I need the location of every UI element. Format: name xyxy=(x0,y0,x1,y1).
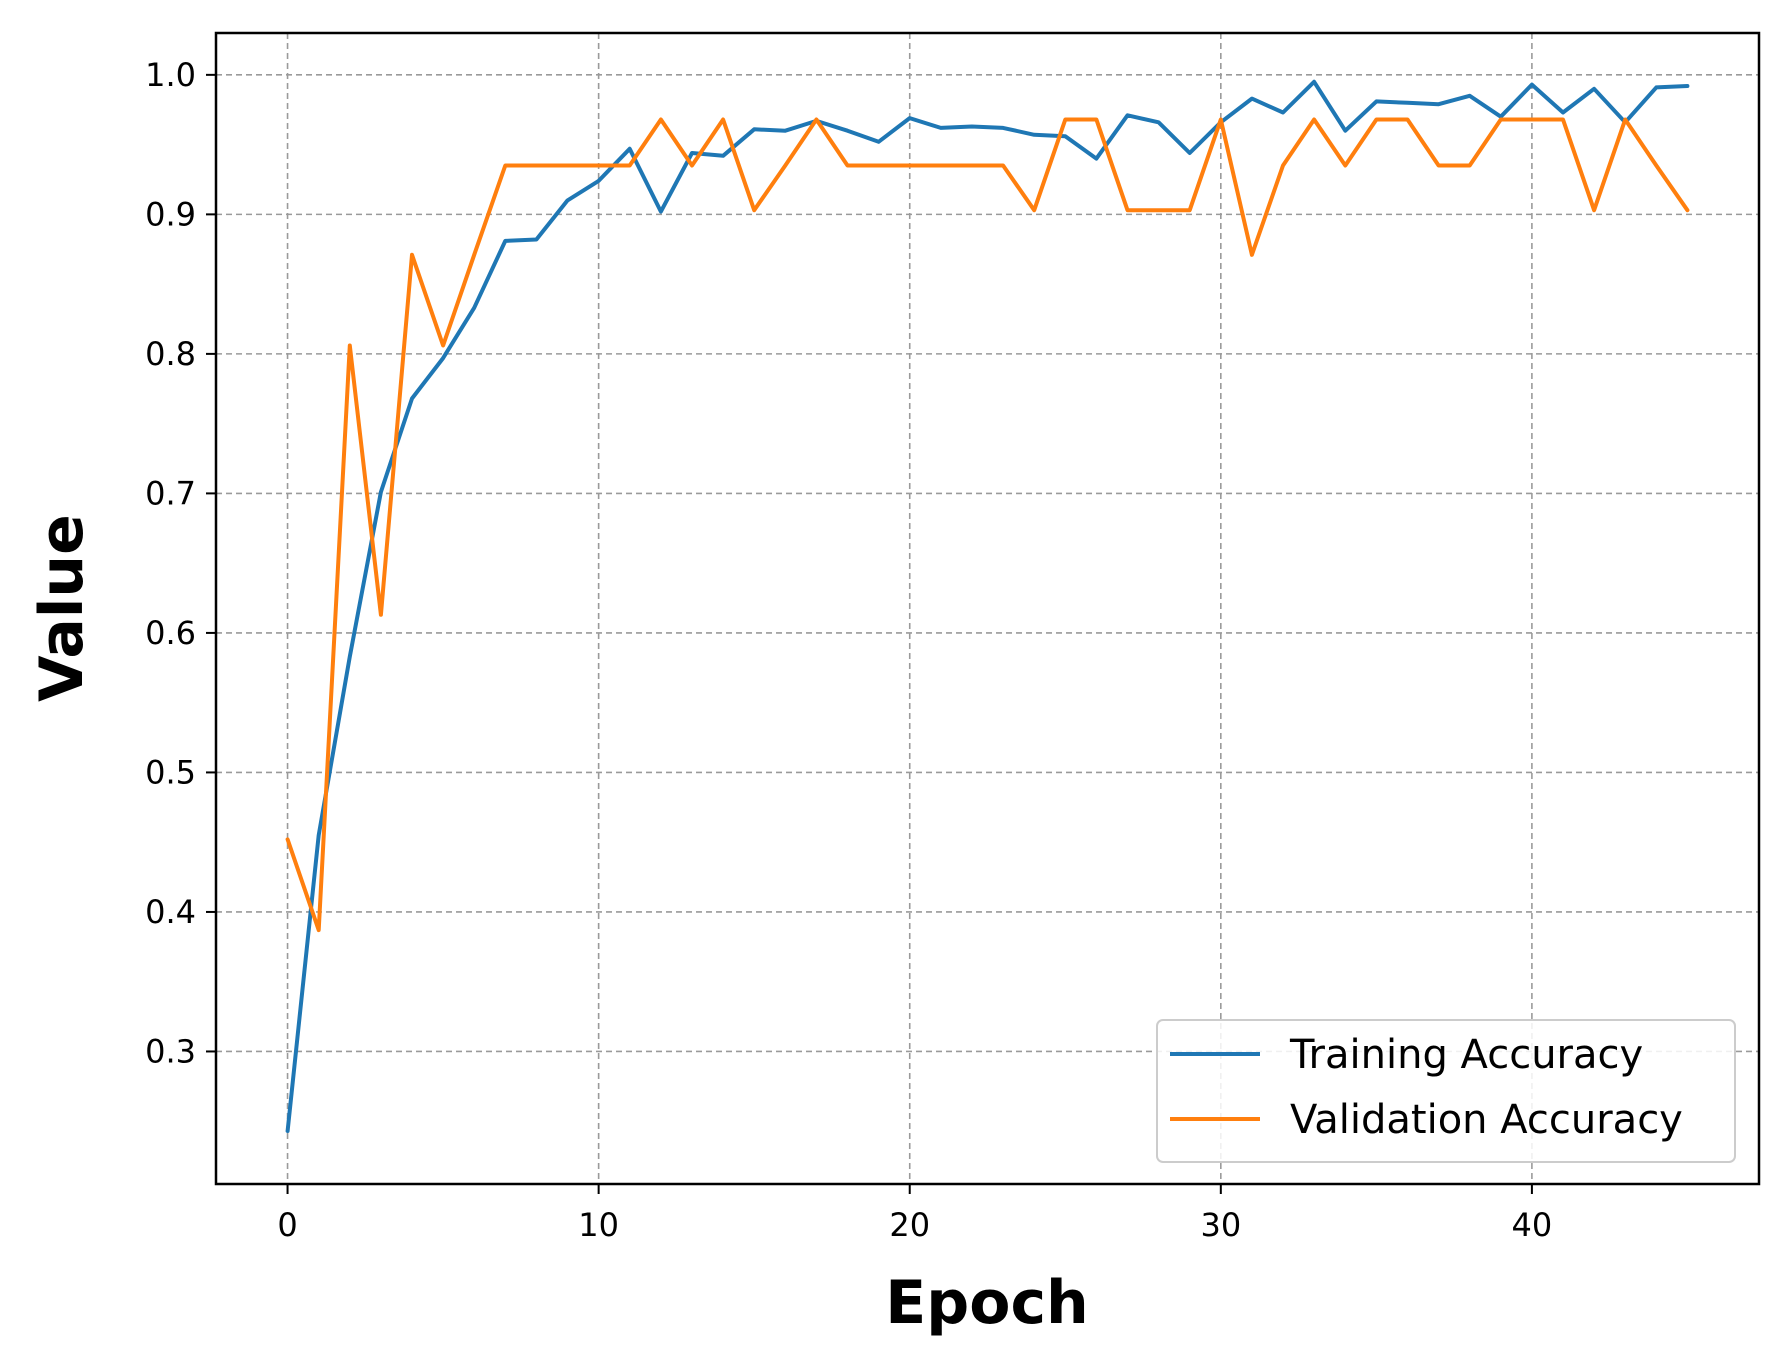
legend-box xyxy=(1156,1019,1736,1163)
x-axis-title: Epoch xyxy=(885,1268,1088,1338)
y-tick-label: 0.6 xyxy=(145,614,196,652)
series-group xyxy=(285,79,1690,1133)
x-tick-label: 30 xyxy=(1200,1206,1241,1244)
grid xyxy=(216,33,1759,1184)
y-tick-label: 0.5 xyxy=(145,753,196,791)
y-tick-label: 0.3 xyxy=(145,1032,196,1070)
x-tick-label: 20 xyxy=(889,1206,930,1244)
y-tick-label: 0.7 xyxy=(145,474,196,512)
y-axis-title: Value xyxy=(27,514,97,702)
legend-label-validation: Validation Accuracy xyxy=(1290,1097,1683,1143)
x-tick-label: 40 xyxy=(1512,1206,1553,1244)
series-line-validation-accuracy xyxy=(285,117,1690,933)
legend-label-training: Training Accuracy xyxy=(1289,1032,1643,1078)
x-tick-label: 0 xyxy=(277,1206,297,1244)
y-tick-label: 0.8 xyxy=(145,335,196,373)
x-tick-label: 10 xyxy=(578,1206,619,1244)
y-tick-label: 0.9 xyxy=(145,195,196,233)
legend: Training Accuracy Validation Accuracy xyxy=(1156,1019,1736,1163)
y-tick-label: 0.4 xyxy=(145,893,196,931)
ticks: 0 10 20 30 40 0.3 0.4 0.5 0.6 0.7 0.8 0.9 1.0 xyxy=(145,56,1552,1244)
y-tick-label: 1.0 xyxy=(145,56,196,94)
plot-frame xyxy=(214,31,1761,1186)
series-line-training-accuracy xyxy=(285,79,1690,1133)
